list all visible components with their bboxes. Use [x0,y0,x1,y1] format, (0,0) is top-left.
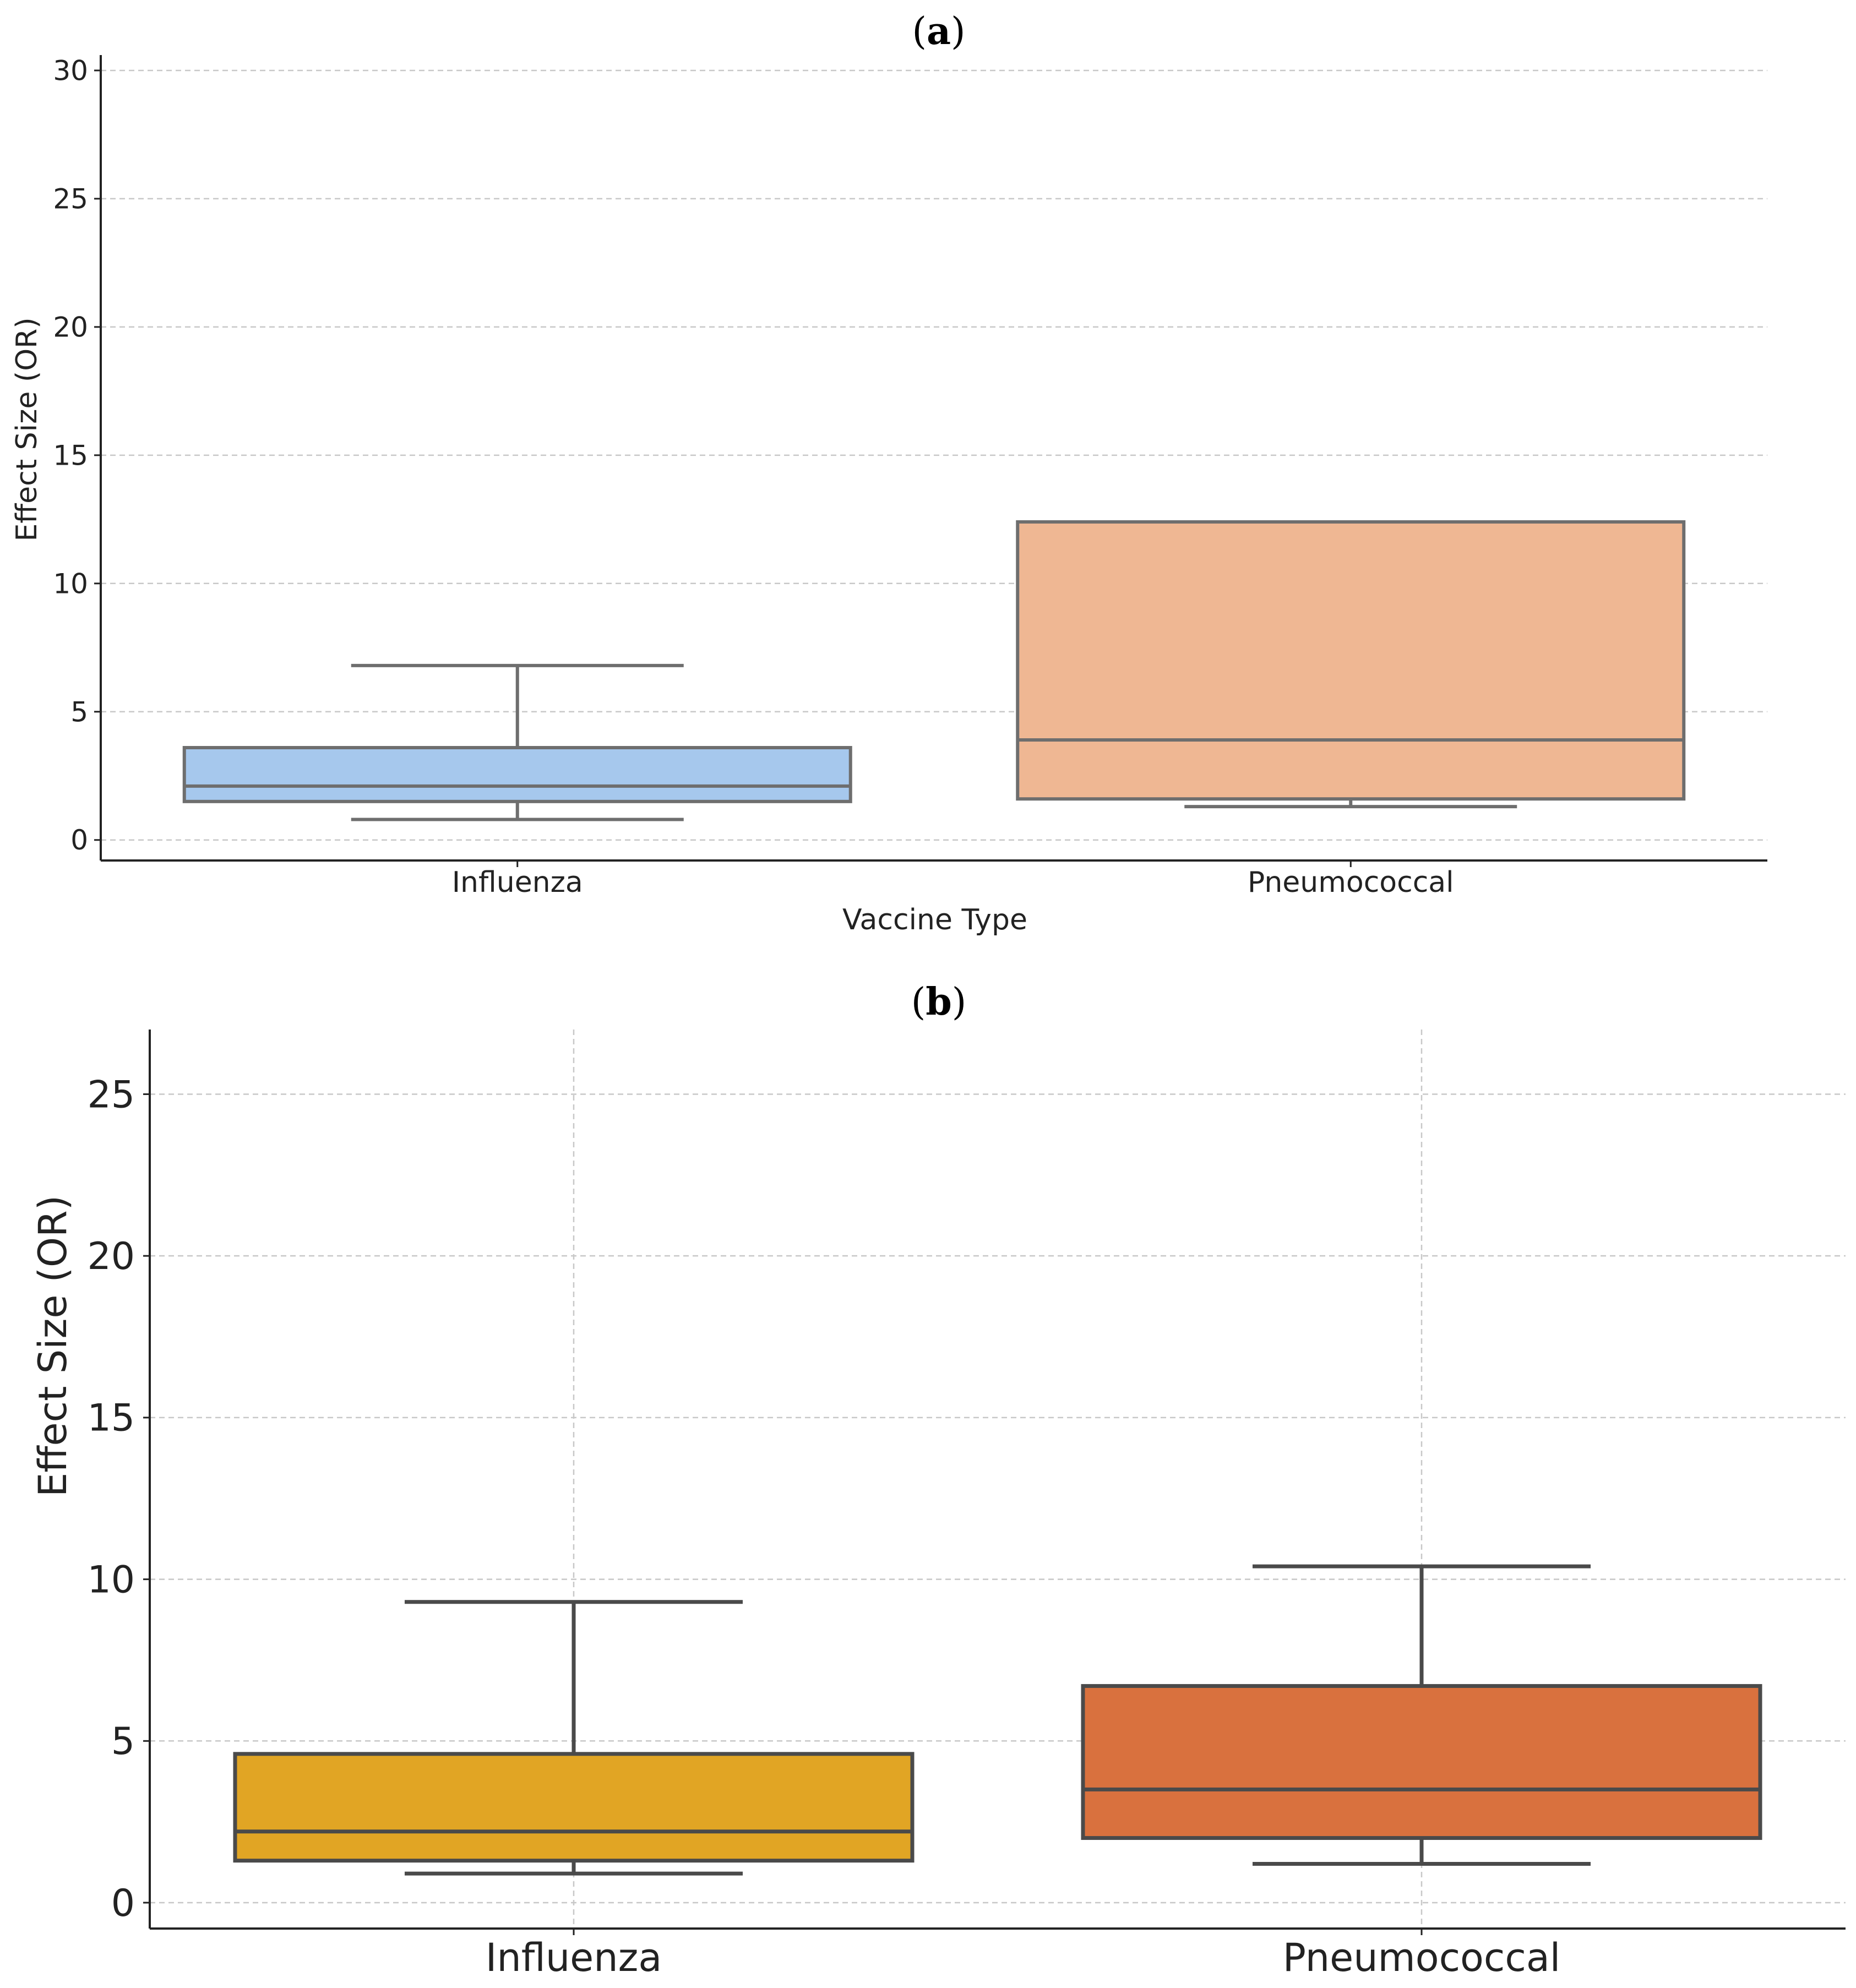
panel-b-x-ticks: Influenza Pneumococcal [486,1929,1560,1980]
panel-b-label: b [926,980,952,1024]
iqr-box [1081,1684,1762,1840]
y-tick-label: 5 [111,1720,135,1763]
y-tick-label: 25 [53,183,88,215]
y-tick-label: 15 [53,439,88,471]
panel-a-y-axis-label: Effect Size (OR) [10,317,43,541]
y-tick-label: 0 [111,1882,135,1925]
panel-a-label: a [927,9,951,53]
panel-a-x-ticks: Influenza Pneumococcal [452,860,1454,899]
y-tick-label: 10 [53,568,88,600]
box-influenza [182,663,852,821]
y-tick-label: 5 [70,696,88,728]
x-tick-label: Pneumococcal [1248,866,1454,899]
x-tick-label: Influenza [452,866,583,899]
iqr-box [1016,520,1686,801]
x-tick-label: Influenza [486,1935,662,1980]
y-tick-label: 30 [53,55,88,86]
panel-a-x-axis-label: Vaccine Type [842,903,1027,936]
y-tick-label: 25 [87,1073,135,1116]
svg-text:(b): (b) [911,980,967,1024]
panel-b: (b) 0 5 10 15 20 25 Influenza Pneumococcal Eff… [30,980,1846,1980]
x-tick-label: Pneumococcal [1283,1935,1560,1980]
iqr-box [233,1752,915,1863]
y-tick-label: 10 [87,1558,135,1602]
y-tick-label: 20 [53,311,88,343]
panel-a-axes [100,55,1767,862]
panel-b-boxes [233,1564,1762,1876]
svg-text:(a): (a) [912,9,965,53]
panel-a: (a) 0 5 10 15 20 25 30 Influenza Pneumococcal V… [10,9,1767,936]
panel-b-axes [149,1030,1846,1930]
y-tick-label: 15 [87,1397,135,1440]
panel-b-y-ticks: 0 5 10 15 20 25 [87,1073,150,1925]
panel-b-y-axis-label: Effect Size (OR) [30,1195,75,1497]
box-pneumococcal [1016,520,1686,809]
y-tick-label: 0 [70,824,88,856]
box-pneumococcal [1081,1564,1762,1866]
panel-a-boxes [182,520,1686,821]
iqr-box [182,745,852,803]
y-tick-label: 20 [87,1235,135,1278]
box-influenza [233,1600,915,1876]
panel-a-y-ticks: 0 5 10 15 20 25 30 [53,55,101,856]
